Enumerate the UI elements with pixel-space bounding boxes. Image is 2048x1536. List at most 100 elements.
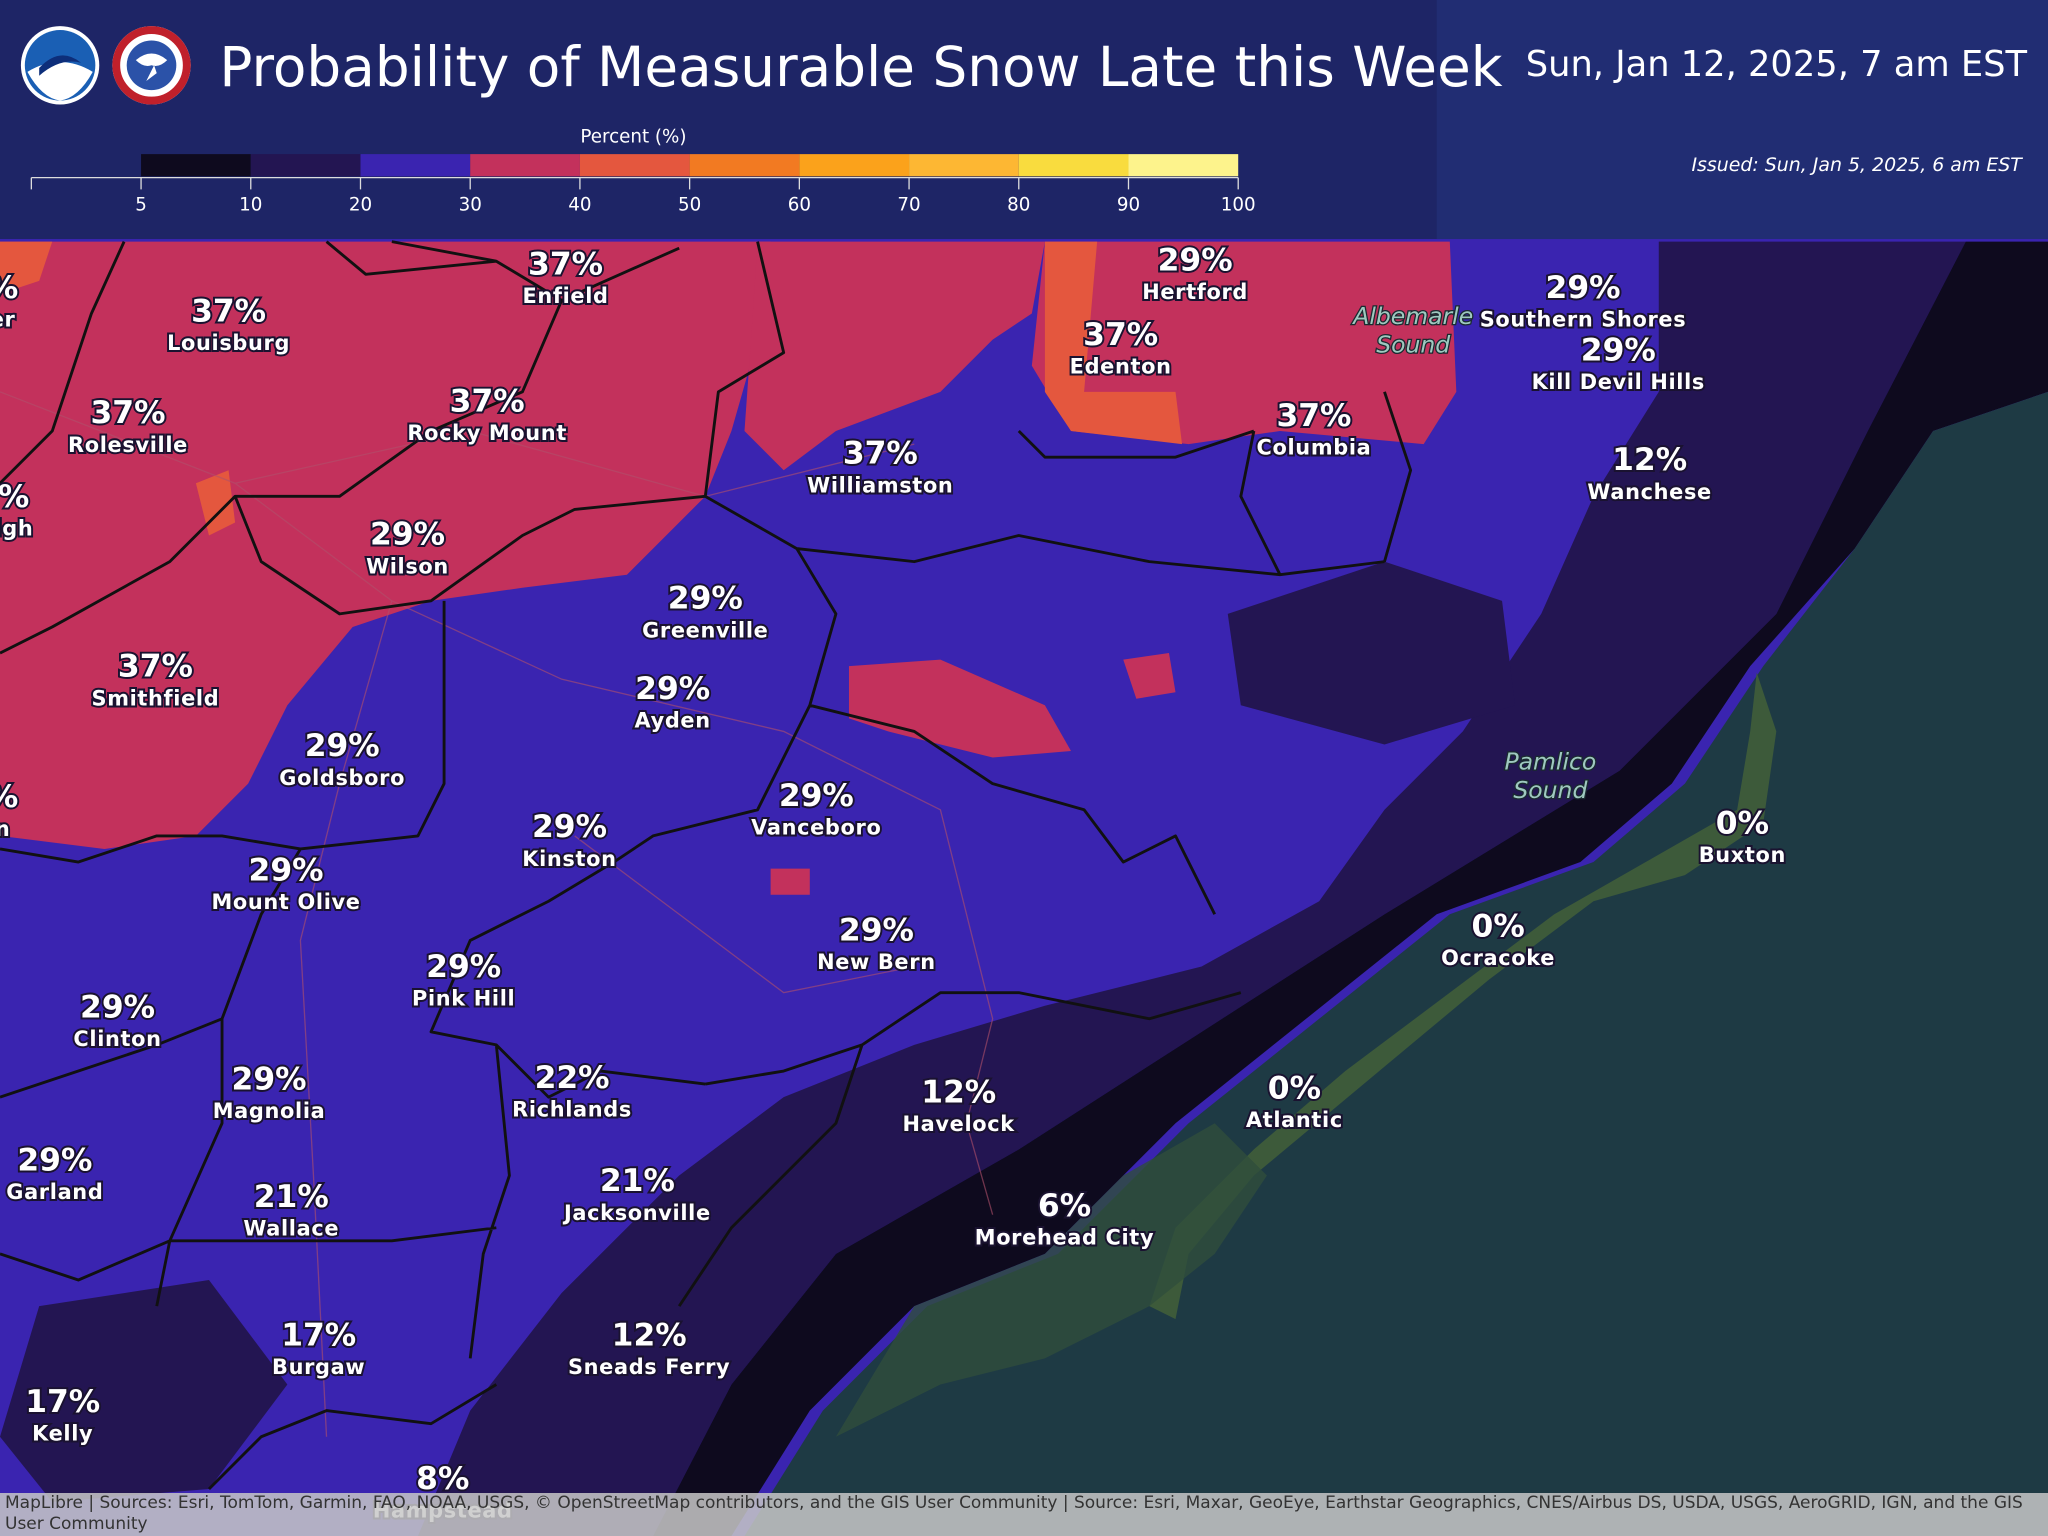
place-name: Greenville [642, 618, 768, 642]
place-probability: 29% [839, 912, 914, 948]
place-name: Pink Hill [412, 987, 515, 1011]
place-probability: 12% [1612, 442, 1687, 478]
legend-tick-label: 30 [459, 194, 482, 215]
place-name: Rocky Mount [407, 421, 567, 445]
place-probability: 37% [450, 383, 525, 419]
place-probability: 29% [17, 1142, 92, 1178]
legend-swatch [141, 154, 251, 177]
place-name: er [0, 308, 16, 332]
water-label: Sound [1376, 331, 1451, 359]
place-name: n [0, 817, 10, 841]
place-probability: 37% [91, 395, 166, 431]
place-name: Morehead City [975, 1226, 1154, 1250]
region-10-20 [417, 241, 1966, 1536]
place-name: Mount Olive [211, 890, 360, 914]
place-name: Clinton [73, 1027, 161, 1051]
legend-swatch [689, 154, 800, 177]
place-probability: 6% [1038, 1188, 1091, 1224]
place-probability: 17% [281, 1317, 356, 1353]
place-name: Ayden [635, 709, 711, 733]
region-30-40 [744, 241, 1045, 471]
legend-tick-label: 40 [568, 194, 591, 215]
legend-title: Percent (%) [580, 126, 686, 147]
place-probability: 37% [1276, 398, 1351, 434]
attribution: MapLibre | Sources: Esri, TomTom, Garmin… [0, 1493, 2048, 1536]
legend-swatch [1018, 154, 1129, 177]
place-probability: 37% [843, 436, 918, 472]
place-name: Ocracoke [1441, 946, 1555, 970]
place-probability: 7% [0, 479, 29, 515]
region-30-40 [770, 868, 810, 895]
place-probability: 29% [668, 581, 743, 617]
place-name: New Bern [817, 950, 936, 974]
noaa-logo [39, 55, 81, 76]
place-probability: 29% [249, 852, 324, 888]
place-probability: 22% [535, 1060, 610, 1096]
place-probability: 17% [25, 1384, 100, 1420]
region-30-40 [0, 241, 771, 849]
place-name: Kinston [522, 847, 616, 871]
legend-swatch [360, 154, 471, 177]
header-band-accent [1436, 0, 2048, 240]
place-probability: 29% [1546, 270, 1621, 306]
place-probability: 37% [528, 246, 603, 282]
legend-swatch [579, 154, 690, 177]
valid-time: Sun, Jan 12, 2025, 7 am EST [1526, 44, 2028, 85]
place-name: Smithfield [92, 686, 220, 710]
place-name: Hertford [1142, 280, 1248, 304]
legend-tick-label: 100 [1221, 194, 1256, 215]
nws-logo [135, 53, 168, 81]
legend-swatch [250, 154, 361, 177]
place-probability: 37% [118, 649, 193, 685]
place-probability: 37% [1083, 317, 1158, 353]
water-label: Pamlico [1504, 747, 1596, 775]
place-labels: %er37%Enfield37%Louisburg37%Rolesville37… [0, 240, 1787, 1524]
place-probability: 8% [416, 1461, 469, 1497]
nws-logo [112, 26, 191, 105]
water-label: Albemarle [1351, 302, 1473, 330]
road [0, 391, 994, 1437]
barrier-island [1149, 672, 1777, 1320]
coastal-land [835, 1123, 1267, 1437]
place-probability: 29% [305, 728, 380, 764]
place-name: Sneads Ferry [568, 1355, 730, 1379]
place-name: Columbia [1257, 436, 1372, 460]
place-name: Kill Devil Hills [1532, 370, 1705, 394]
region-30-40 [848, 659, 1072, 758]
place-probability: % [0, 270, 18, 306]
place-probability: 21% [600, 1163, 675, 1199]
place-name: Williamston [807, 473, 953, 497]
place-probability: 0% [1268, 1070, 1321, 1106]
legend: 5 10 20 30 40 50 60 70 80 90 100 [30, 154, 1256, 215]
place-probability: 12% [612, 1317, 687, 1353]
place-probability: 29% [370, 517, 445, 553]
legend-tick-label: 50 [678, 194, 701, 215]
place-probability: 29% [1581, 332, 1656, 368]
place-name: Enfield [522, 284, 608, 308]
legend-swatch [799, 154, 910, 177]
place-probability: 29% [232, 1061, 307, 1097]
place-name: Garland [6, 1180, 103, 1204]
region-5-10 [653, 241, 2048, 1536]
place-name: Edenton [1070, 355, 1172, 379]
region-10-20 [0, 1280, 288, 1503]
place-name: Jacksonville [562, 1201, 711, 1225]
place-name: Kelly [32, 1422, 93, 1446]
legend-tick-label: 70 [897, 194, 920, 215]
region-40-50 [1044, 241, 1183, 445]
place-name: Vanceboro [751, 816, 881, 840]
place-name: leigh [0, 517, 33, 541]
region-30-40 [1123, 653, 1176, 699]
place-name: Richlands [512, 1098, 632, 1122]
legend-swatch [1128, 154, 1239, 177]
legend-tick-label: 5 [135, 194, 147, 215]
place-name: Wallace [243, 1217, 339, 1241]
place-probability: 29% [635, 671, 710, 707]
place-probability: 37% [191, 293, 266, 329]
map-title: Probability of Measurable Snow Late this… [219, 35, 1502, 99]
legend-swatch [470, 154, 580, 177]
region-10-20 [1227, 561, 1516, 745]
